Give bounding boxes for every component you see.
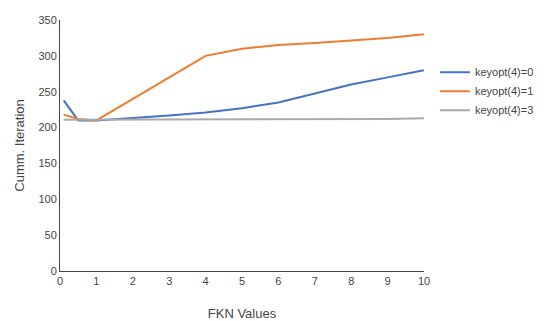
svg-text:keyopt(4)=0: keyopt(4)=0	[475, 66, 533, 78]
svg-text:3: 3	[166, 275, 172, 287]
svg-text:250: 250	[38, 86, 56, 98]
svg-text:4: 4	[203, 275, 209, 287]
svg-text:350: 350	[38, 14, 56, 26]
svg-text:1: 1	[93, 275, 99, 287]
svg-text:keyopt(4)=1: keyopt(4)=1	[475, 85, 533, 97]
svg-text:0: 0	[57, 275, 63, 287]
svg-text:50: 50	[45, 229, 57, 241]
svg-text:FKN Values: FKN Values	[208, 306, 277, 321]
svg-text:9: 9	[385, 275, 391, 287]
svg-text:7: 7	[312, 275, 318, 287]
svg-text:10: 10	[418, 275, 430, 287]
svg-text:8: 8	[348, 275, 354, 287]
svg-text:150: 150	[38, 157, 56, 169]
svg-text:2: 2	[130, 275, 136, 287]
svg-text:0: 0	[51, 265, 57, 277]
svg-text:200: 200	[38, 121, 56, 133]
svg-text:6: 6	[275, 275, 281, 287]
svg-text:5: 5	[239, 275, 245, 287]
svg-text:Cumm. Iteration: Cumm. Iteration	[12, 99, 27, 191]
svg-text:100: 100	[38, 193, 56, 205]
svg-text:keyopt(4)=3: keyopt(4)=3	[475, 104, 533, 116]
svg-text:300: 300	[38, 50, 56, 62]
